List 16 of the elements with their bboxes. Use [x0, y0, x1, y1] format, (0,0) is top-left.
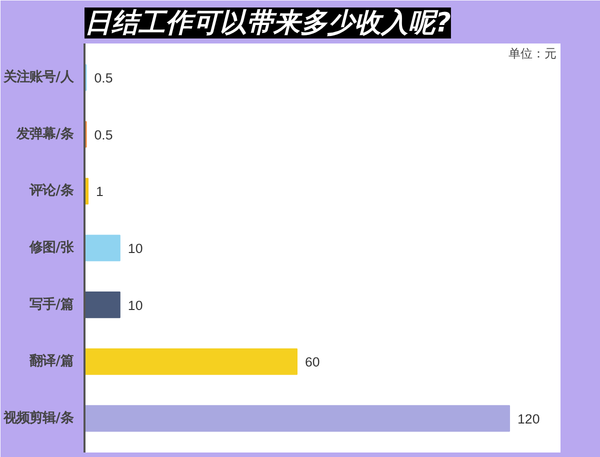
data-label: 10 — [128, 298, 143, 313]
y-tick-label: 翻译/篇 — [28, 353, 74, 370]
y-tick-label: 写手/篇 — [30, 296, 74, 312]
y-tick-label: 发弹幕/条 — [16, 126, 74, 142]
annotation: 单位：元 — [508, 46, 556, 60]
y-tick-label: 评论/条 — [28, 184, 74, 199]
y-tick-label: 视频剪辑/条 — [2, 410, 74, 426]
data-label: 60 — [305, 354, 320, 370]
data-label: 120 — [518, 411, 540, 426]
data-label: 10 — [128, 241, 143, 256]
chart-title: 日结工作可以带来多少收入呢? — [84, 8, 451, 38]
y-tick-label: 修图/张 — [28, 240, 74, 256]
data-label: 0.5 — [94, 70, 113, 86]
data-label: 1 — [96, 184, 104, 200]
data-label: 0.5 — [94, 127, 113, 142]
y-tick-label: 关注账号/人 — [2, 69, 74, 86]
